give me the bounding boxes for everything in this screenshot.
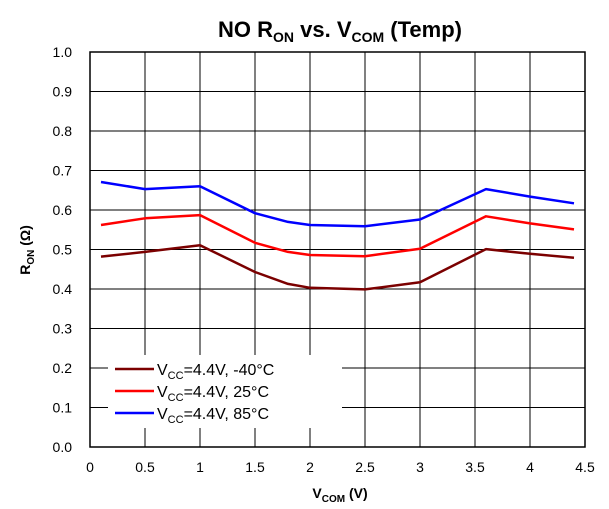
x-tick-label-2: 1 [196, 459, 204, 475]
y-tick-label-1: 0.1 [53, 400, 73, 416]
legend: VCC=4.4V, -40°C VCC=4.4V, 25°C VCC=4.4V,… [108, 355, 342, 428]
x-axis-title: VCOM (V) [312, 485, 367, 505]
x-tick-label-5: 2.5 [355, 459, 375, 475]
x-tick-label-9: 4.5 [575, 459, 595, 475]
legend-label-1-part-0: V [157, 384, 168, 401]
legend-label-0-part-1: CC [168, 370, 184, 382]
x-tick-label-8: 4 [526, 459, 534, 475]
x-tick-label-3: 1.5 [245, 459, 265, 475]
y-axis-title-part-1: ON [26, 250, 37, 265]
x-tick-label-7: 3.5 [465, 459, 485, 475]
x-tick-label-6: 3 [416, 459, 424, 475]
legend-label-0-part-0: V [157, 362, 168, 379]
legend-label-2-part-2: =4.4V, 85°C [184, 406, 269, 423]
legend-label-1-part-2: =4.4V, 25°C [184, 384, 269, 401]
chart-title-part-3: COM [352, 29, 385, 45]
x-tick-labels: 0 0.5 1 1.5 2 2.5 3 3.5 4 4.5 [86, 459, 595, 475]
y-tick-label-7: 0.7 [53, 163, 73, 179]
legend-label-2-part-0: V [157, 406, 168, 423]
legend-label-2: VCC=4.4V, 85°C [157, 406, 269, 426]
series-lines [100, 180, 575, 291]
legend-item-series-2: VCC=4.4V, 85°C [115, 406, 269, 426]
legend-label-1: VCC=4.4V, 25°C [157, 384, 269, 404]
x-tick-label-4: 2 [306, 459, 314, 475]
chart-title-part-2: vs. V [294, 17, 352, 42]
y-tick-label-8: 0.8 [53, 123, 73, 139]
x-axis-title-part-2: (V) [345, 485, 368, 501]
y-tick-labels: 0.0 0.1 0.2 0.3 0.4 0.5 0.6 0.7 0.8 0.9 1.0 [53, 44, 73, 455]
y-tick-label-3: 0.3 [53, 321, 73, 337]
chart-title-part-4: (Temp) [384, 17, 462, 42]
series-line-2 [100, 180, 575, 228]
y-tick-label-9: 0.9 [53, 84, 73, 100]
y-axis-title-part-2: (Ω) [17, 225, 33, 249]
chart-title: NO RON vs. VCOM (Temp) [218, 17, 462, 45]
y-tick-label-10: 1.0 [53, 44, 73, 60]
legend-label-0-part-2: =4.4V, -40°C [184, 362, 275, 379]
legend-label-0: VCC=4.4V, -40°C [157, 362, 274, 382]
y-axis-title: RON (Ω) [17, 225, 37, 275]
y-tick-label-5: 0.5 [53, 242, 73, 258]
chart-title-part-1: ON [273, 29, 294, 45]
y-tick-label-0: 0.0 [53, 439, 73, 455]
series-line-1 [100, 213, 575, 258]
legend-label-1-part-1: CC [168, 392, 184, 404]
y-axis-title-part-0: R [17, 265, 33, 275]
x-axis-title-part-0: V [312, 485, 322, 501]
y-tick-label-6: 0.6 [53, 202, 73, 218]
x-tick-label-0: 0 [86, 459, 94, 475]
legend-label-2-part-1: CC [168, 414, 184, 426]
x-tick-label-1: 0.5 [135, 459, 155, 475]
y-tick-label-4: 0.4 [53, 281, 73, 297]
y-tick-label-2: 0.2 [53, 360, 73, 376]
chart-title-part-0: NO R [218, 17, 273, 42]
x-axis-title-part-1: COM [322, 494, 345, 505]
plot-area-frame [89, 51, 586, 448]
legend-item-series-1: VCC=4.4V, 25°C [115, 384, 269, 404]
series-line-0 [100, 243, 575, 291]
legend-item-series-0: VCC=4.4V, -40°C [115, 362, 274, 382]
